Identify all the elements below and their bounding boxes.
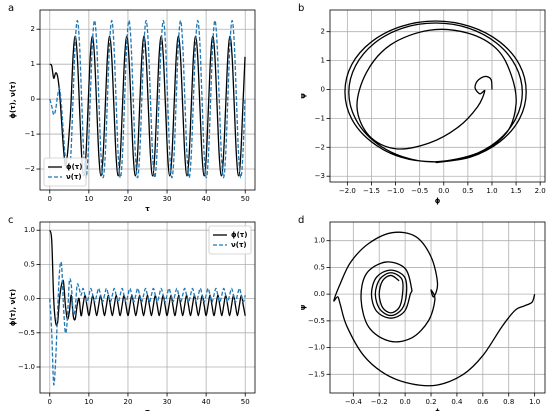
x-tick-label: 20 [123,398,132,406]
y-tick-label: 1.0 [24,226,35,234]
panel-label: d [298,215,304,226]
x-axis-label: ϕ [435,197,441,205]
x-tick-label: 0.5 [462,187,473,195]
legend-label: ϕ(τ) [66,163,82,171]
y-tick-label: 0 [31,95,35,103]
x-tick-label: 2.0 [535,187,546,195]
trajectory-line [333,231,536,387]
y-tick-label: 2 [31,25,35,33]
y-tick-label: 1 [321,57,325,65]
x-tick-label: 30 [163,398,172,406]
y-axis-label: ϕ(τ), ν(τ) [9,81,17,118]
y-tick-label: 2 [321,28,325,36]
x-tick-label: −0.2 [371,398,388,406]
axes-frame [39,221,256,394]
panel-label: a [8,3,14,14]
x-tick-label: −1.0 [387,187,404,195]
x-tick-label: 1.0 [529,398,540,406]
y-tick-label: −1 [25,130,35,138]
panel-a: a 0 10 20 30 40 50 −2 −1 0 1 2 τ ϕ(τ), ν(τ) ϕ(τ) ν(τ) [8,3,256,213]
x-tick-label: 40 [202,195,211,203]
x-tick-label: 50 [241,398,250,406]
x-tick-label: 0.0 [400,398,411,406]
x-tick-label: 0.2 [425,398,436,406]
legend-box [43,157,87,187]
legend-label: ν(τ) [231,241,247,249]
y-tick-label: 1.0 [314,237,325,245]
y-tick-label: −3 [315,172,325,180]
axes-frame [329,9,546,183]
x-axis-label: τ [145,408,150,411]
trajectory-line [344,20,527,164]
x-tick-label: −0.4 [345,398,363,406]
y-tick-label: 0.0 [24,295,35,303]
x-tick-label: 1.5 [511,187,522,195]
y-tick-label: 0.5 [314,263,325,271]
y-tick-label: 0.5 [24,260,35,268]
series-line [49,261,246,386]
y-tick-label: −1.5 [308,370,325,378]
x-tick-label: 0.8 [503,398,514,406]
x-tick-label: −0.5 [411,187,428,195]
y-tick-label: −2 [315,143,325,151]
x-axis-label: τ [145,205,150,213]
legend-label: ϕ(τ) [231,231,247,239]
panel-label: c [8,215,14,226]
x-tick-label: 10 [84,398,93,406]
y-tick-label: −0.5 [308,317,325,325]
y-tick-label: −1.0 [18,363,35,371]
x-tick-label: 40 [202,398,211,406]
y-tick-label: 0.0 [314,290,325,298]
series-line [49,35,246,177]
x-axis-label: ϕ [435,408,441,411]
x-tick-label: 30 [163,195,172,203]
y-tick-label: 1 [31,60,35,68]
x-tick-label: −1.5 [363,187,380,195]
y-tick-label: 0 [321,85,325,93]
panel-b: b −2.0 −1.5 −1.0 −0.5 0.0 0.5 1.0 1.5 2.0 −3 −2 −1 0 1… [298,3,546,205]
x-tick-label: 10 [84,195,93,203]
legend-label: ν(τ) [66,173,82,181]
y-axis-label: ψ [299,93,307,99]
panel-label: b [298,3,304,14]
axes-frame [39,9,256,191]
x-tick-label: 0.4 [451,398,463,406]
series-line [49,19,246,179]
y-axis-label: ϕ(τ), ν(τ) [9,289,17,326]
x-tick-label: 0.0 [438,187,449,195]
x-tick-label: 0.6 [477,398,489,406]
panel-d: d −0.4 −0.2 0.0 0.2 0.4 0.6 0.8 1.0 −1.5 −1.0 −0.5 0… [298,215,546,411]
panel-c: c 0 10 20 30 40 50 −1.0 −0.5 0.0 0.5 1.0 τ ϕ(τ), ν(τ)… [8,215,256,411]
y-axis-label: ψ [299,304,307,310]
axes-frame [329,221,546,394]
legend-box [208,225,252,255]
y-tick-label: −2 [25,165,35,173]
x-tick-label: 1.0 [486,187,497,195]
x-tick-label: 50 [241,195,250,203]
y-tick-label: −0.5 [18,329,35,337]
x-tick-label: 0 [48,195,52,203]
x-tick-label: 20 [123,195,132,203]
x-tick-label: −2.0 [339,187,356,195]
y-tick-label: −1 [315,114,325,122]
x-tick-label: 0 [48,398,52,406]
y-tick-label: −1.0 [308,344,325,352]
